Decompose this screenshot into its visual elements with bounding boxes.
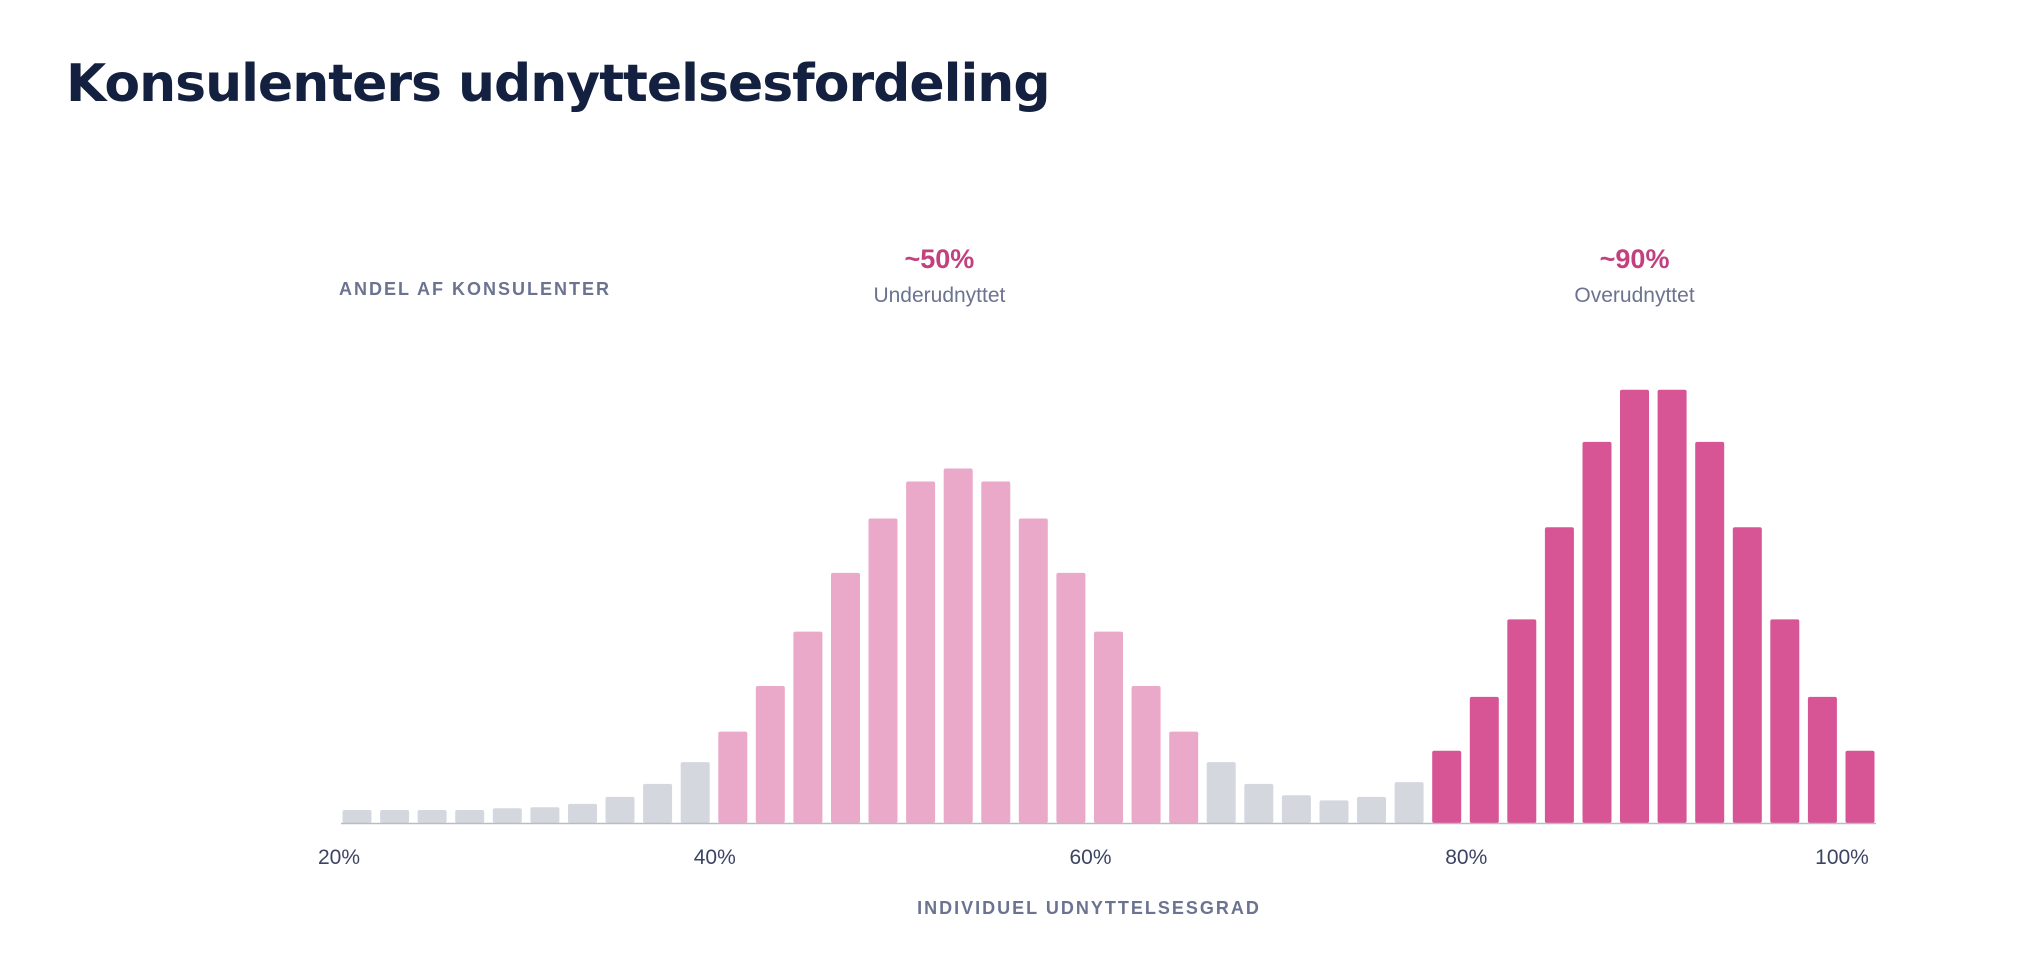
bar-neutral <box>1319 800 1349 823</box>
bar-underudnyttet <box>718 731 748 823</box>
bar-neutral <box>342 810 372 823</box>
bar-neutral <box>1281 795 1311 823</box>
bar-underudnyttet <box>1056 572 1086 823</box>
bar-neutral <box>1394 782 1424 823</box>
bar-underudnyttet <box>793 631 823 823</box>
annotation-label: Overudnyttet <box>1574 284 1694 307</box>
bar-underudnyttet <box>943 468 973 823</box>
x-tick-label: 60% <box>1069 846 1111 869</box>
bar-overudnyttet <box>1432 750 1462 823</box>
bar-neutral <box>605 796 635 823</box>
bar-overudnyttet <box>1732 527 1762 823</box>
bar-overudnyttet <box>1507 619 1537 823</box>
bar-overudnyttet <box>1807 696 1837 823</box>
x-tick-label: 40% <box>694 846 736 869</box>
bar-overudnyttet <box>1770 619 1800 823</box>
x-tick-group: 20% 40% 60% 80% 100% <box>318 846 1869 869</box>
bar-neutral <box>1244 783 1274 823</box>
x-tick-label: 100% <box>1815 846 1869 869</box>
page-title: Konsulenters udnyttelsesfordeling <box>66 54 1051 114</box>
bar-overudnyttet <box>1657 389 1687 823</box>
bar-overudnyttet <box>1469 696 1499 823</box>
bar-underudnyttet <box>1018 518 1048 823</box>
bar-underudnyttet <box>868 518 898 823</box>
bar-overudnyttet <box>1582 441 1612 823</box>
bar-underudnyttet <box>906 481 936 823</box>
bar-overudnyttet <box>1620 389 1649 823</box>
bar-neutral <box>417 810 447 823</box>
bar-underudnyttet <box>981 481 1011 823</box>
bar-neutral <box>680 762 710 823</box>
x-axis-label: INDIVIDUEL UDNYTTELSESGRAD <box>917 898 1261 918</box>
annotation-value: ~90% <box>1600 244 1670 274</box>
bar-underudnyttet <box>755 686 785 823</box>
bar-neutral <box>643 783 673 823</box>
bar-underudnyttet <box>831 572 860 823</box>
bar-neutral <box>380 810 410 823</box>
bar-neutral <box>492 808 522 823</box>
x-tick-label: 20% <box>318 846 360 869</box>
x-tick-label: 80% <box>1445 846 1487 869</box>
y-axis-label: ANDEL AF KONSULENTER <box>339 279 611 299</box>
bar-underudnyttet <box>1094 631 1123 823</box>
bar-overudnyttet <box>1544 527 1574 823</box>
bar-overudnyttet <box>1845 750 1875 823</box>
bar-underudnyttet <box>1131 686 1161 823</box>
bar-neutral <box>530 807 560 823</box>
annotation-value: ~50% <box>905 244 975 274</box>
bar-neutral <box>1206 762 1236 823</box>
bar-overudnyttet <box>1695 441 1725 823</box>
bar-underudnyttet <box>1169 731 1199 823</box>
bar-neutral <box>455 810 485 823</box>
bar-neutral <box>568 803 597 823</box>
bar-group <box>342 389 1875 823</box>
annotation-group: ~50% Underudnyttet ~90% Overudnyttet <box>873 244 1694 307</box>
annotation-label: Underudnyttet <box>873 284 1005 307</box>
bar-neutral <box>1357 796 1386 823</box>
